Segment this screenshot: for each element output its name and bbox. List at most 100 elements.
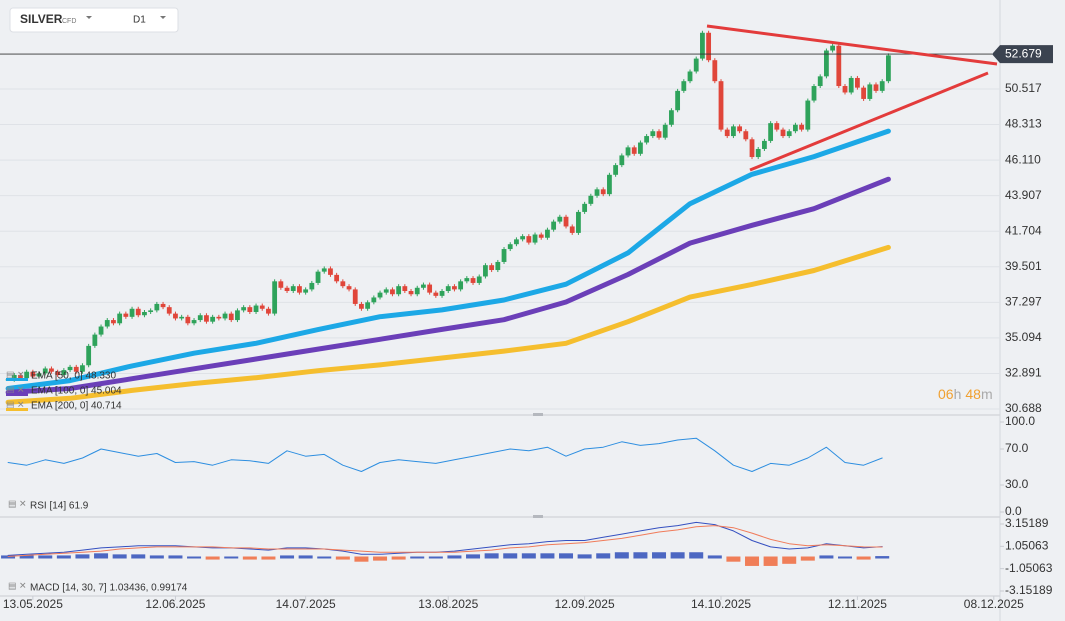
divider-handle <box>533 515 543 518</box>
y-tick-label: 30.688 <box>1005 401 1042 415</box>
y-tick-label: 50.517 <box>1005 81 1042 95</box>
macd-histogram <box>763 556 778 566</box>
legend-label: EMA [200, 0] 40.714 <box>31 401 122 412</box>
x-tick-label: 13.05.2025 <box>3 597 63 611</box>
macd-histogram <box>838 556 853 559</box>
macd-histogram <box>856 556 871 560</box>
y-tick-label: 3.15189 <box>1005 516 1049 530</box>
macd-histogram <box>521 553 536 559</box>
macd-histogram <box>373 556 388 561</box>
dropdown-arrow[interactable] <box>86 16 92 19</box>
x-tick-label: 08.12.2025 <box>964 597 1024 611</box>
trendline <box>706 24 998 66</box>
macd-histogram <box>707 555 722 559</box>
y-tick-label: 70.0 <box>1005 441 1029 455</box>
y-tick-label: 43.907 <box>1005 188 1042 202</box>
y-tick-label: -1.05063 <box>1005 561 1053 575</box>
icon[interactable]: ▤ ✕ <box>8 498 27 508</box>
timer-unit: m <box>981 386 993 402</box>
macd-histogram <box>596 553 611 559</box>
macd-histogram <box>484 553 499 559</box>
legend-label: EMA [50, 0] 48.330 <box>31 371 116 382</box>
macd-histogram <box>149 555 164 559</box>
symbol[interactable]: SILVER <box>20 12 63 26</box>
y-tick-label: 1.05063 <box>1005 539 1049 553</box>
timer-minutes: 48 <box>965 386 981 402</box>
macd-histogram <box>94 553 109 559</box>
y-tick-label: 35.094 <box>1005 330 1042 344</box>
timer-unit: h <box>954 386 962 402</box>
rsi-label: RSI [14] 61.9 <box>30 501 89 512</box>
y-tick-label: 100.0 <box>1005 414 1035 428</box>
macd-histogram <box>19 555 34 559</box>
ema-line <box>5 244 891 405</box>
timer: 06h 48m <box>938 386 993 402</box>
macd-histogram <box>391 556 406 560</box>
last-price-tag <box>992 45 1053 64</box>
macd-histogram <box>242 556 257 560</box>
x-tick-label: 13.08.2025 <box>418 597 478 611</box>
macd-histogram <box>1 555 16 559</box>
y-tick-label: 46.110 <box>1005 152 1041 166</box>
legend-swatch <box>6 378 28 381</box>
macd-histogram <box>335 556 350 560</box>
macd-histogram <box>280 555 295 559</box>
x-tick-label: 12.09.2025 <box>555 597 615 611</box>
macd-histogram <box>633 552 648 559</box>
macd-histogram <box>689 552 704 559</box>
macd-histogram <box>131 554 146 559</box>
macd-line <box>7 525 883 557</box>
rsi-line <box>7 437 883 472</box>
macd-histogram <box>614 552 629 559</box>
legend-icon: ▤ ✕ <box>6 369 25 379</box>
legend-icon: ▤ ✕ <box>6 384 25 394</box>
macd-histogram <box>410 556 425 559</box>
macd-histogram <box>466 554 481 559</box>
macd-histogram <box>447 555 462 559</box>
symbol-kind: CFD <box>62 18 76 25</box>
y-tick-label: 41.704 <box>1005 223 1042 237</box>
macd-histogram <box>317 556 332 559</box>
macd-histogram <box>745 556 760 566</box>
divider-handle <box>533 413 543 416</box>
macd-histogram <box>875 556 890 559</box>
macd-line <box>7 521 883 556</box>
legend-swatch <box>6 393 28 396</box>
macd-histogram <box>428 556 443 559</box>
macd-histogram <box>726 556 741 562</box>
symbol-box[interactable] <box>9 7 179 33</box>
plot: 30.688 32.891 35.094 37.297 39.501 41.704 43.9… <box>0 30 1053 611</box>
macd-histogram <box>800 556 815 561</box>
macd-histogram <box>38 555 53 559</box>
y-tick-label: 39.501 <box>1005 259 1042 273</box>
macd-histogram <box>224 556 239 559</box>
macd-histogram <box>782 556 797 564</box>
y-tick-label: -3.15189 <box>1005 583 1053 597</box>
timer-hours: 06 <box>938 386 954 402</box>
macd-histogram <box>819 555 834 559</box>
macd-histogram <box>261 556 276 560</box>
ema-line <box>5 176 891 395</box>
macd-histogram <box>559 553 574 559</box>
y-tick-label: 48.313 <box>1005 117 1042 131</box>
macd-label: MACD [14, 30, 7] 1.03436, 0.99174 <box>30 583 188 594</box>
y-tick-label: 0.0 <box>1005 504 1022 518</box>
dropdown-arrow[interactable] <box>160 16 166 19</box>
ema-line <box>5 128 891 391</box>
y-tick-label: 37.297 <box>1005 295 1042 309</box>
interval[interactable]: D1 <box>133 15 146 26</box>
macd-histogram <box>112 554 127 559</box>
macd-histogram <box>205 556 220 560</box>
legend-label: EMA [100, 0] 45.004 <box>31 386 122 397</box>
macd-histogram <box>298 555 313 559</box>
x-tick-label: 14.10.2025 <box>691 597 751 611</box>
x-tick-label: 12.11.2025 <box>828 597 887 611</box>
macd-histogram <box>168 555 183 559</box>
legend-icon: ▤ ✕ <box>6 399 25 409</box>
macd-histogram <box>577 554 592 559</box>
icon[interactable]: ▤ ✕ <box>8 580 27 590</box>
macd-histogram <box>652 552 667 559</box>
legend-swatch <box>6 408 28 411</box>
